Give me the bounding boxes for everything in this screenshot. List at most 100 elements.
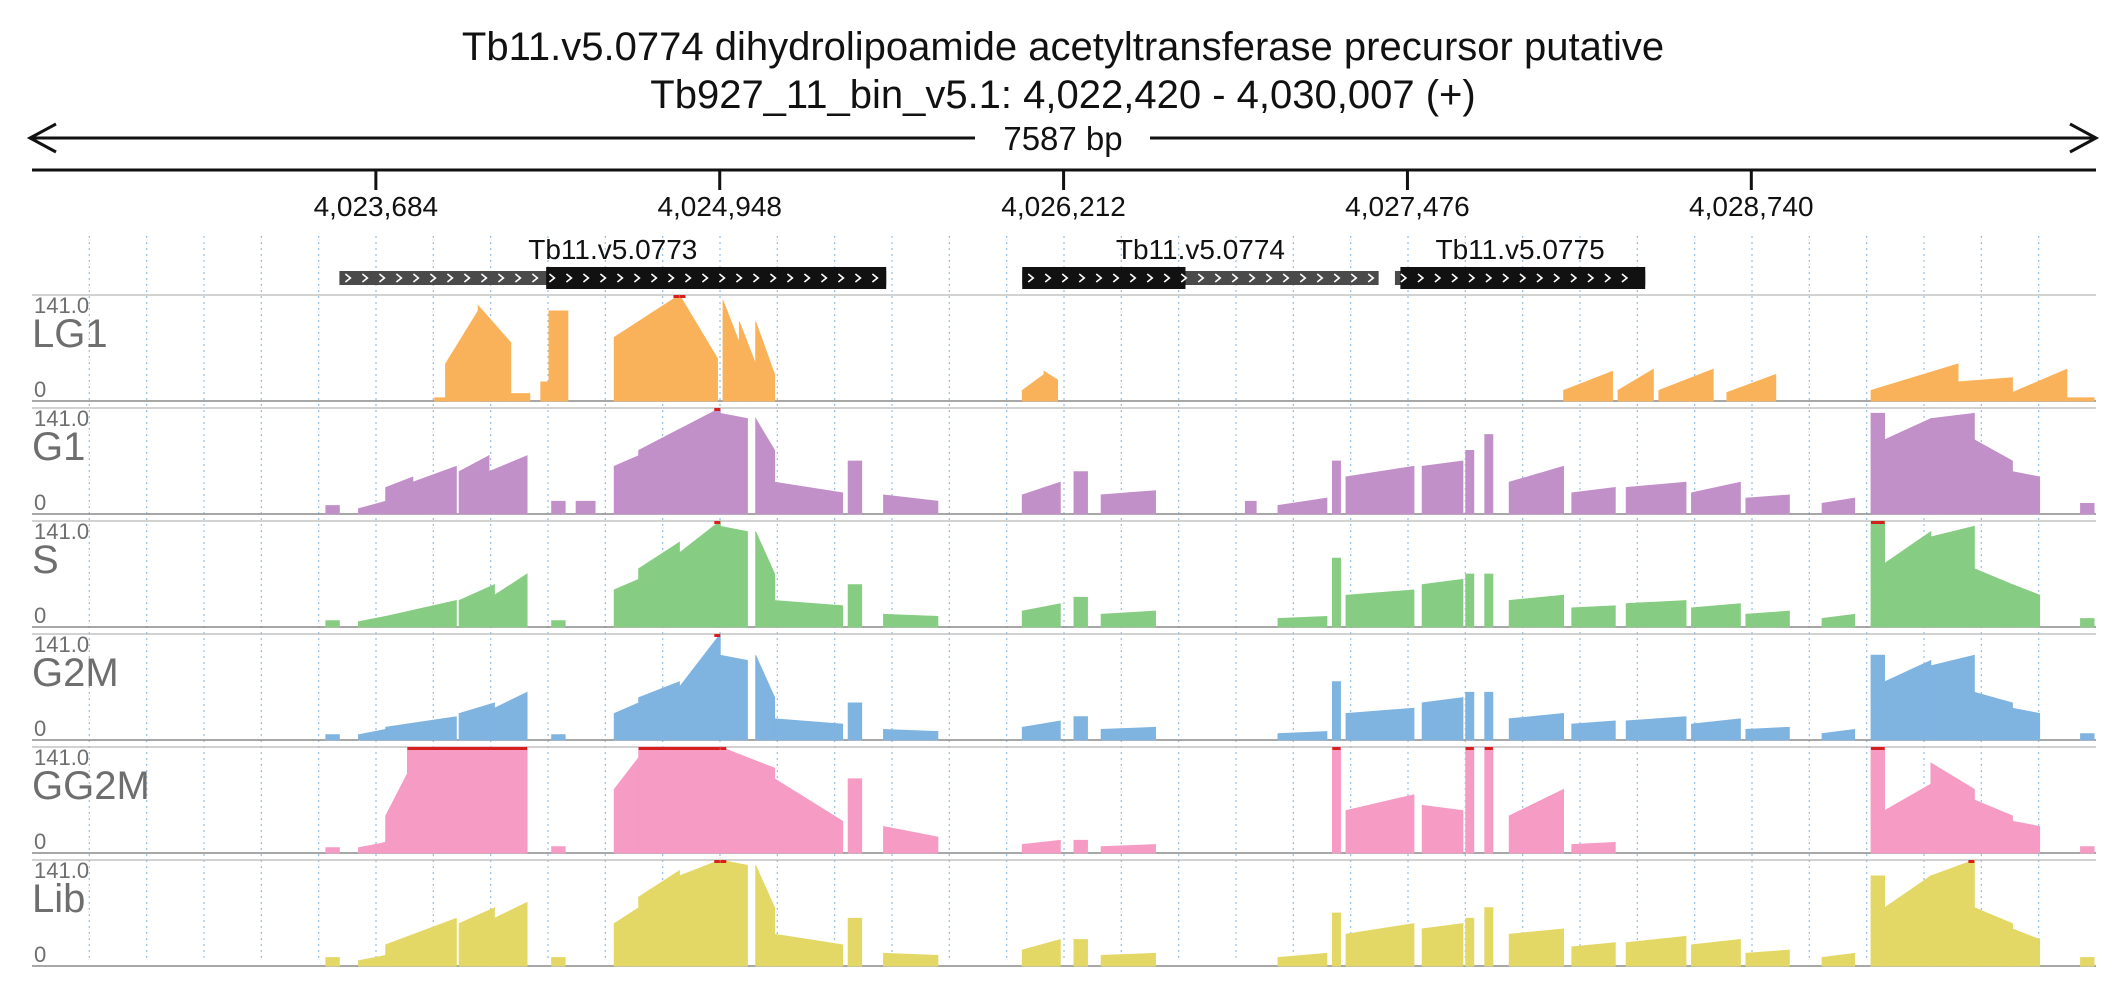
strand-chevron-icon xyxy=(1061,273,1069,283)
coverage-segment xyxy=(638,541,680,628)
strand-chevron-icon xyxy=(1197,273,1205,283)
strand-chevron-icon xyxy=(1400,273,1408,283)
coverage-segment xyxy=(1974,799,2013,854)
coverage-segment xyxy=(1073,839,1088,854)
strand-chevron-icon xyxy=(361,273,369,283)
clip-marker xyxy=(1871,747,1885,750)
coverage-segment xyxy=(2080,503,2095,515)
coverage-track: 141.0 0 G1 xyxy=(32,406,2096,515)
strand-chevron-icon xyxy=(395,273,403,283)
coverage-segment xyxy=(458,455,490,515)
coverage-track: 141.0 0 G2M xyxy=(32,632,2096,741)
coverage-segment xyxy=(1244,500,1257,515)
clip-marker xyxy=(679,295,686,298)
coverage-segment xyxy=(1884,530,1932,628)
coverage-segment xyxy=(385,773,408,854)
coverage-segment xyxy=(358,615,387,628)
strand-chevron-icon xyxy=(1485,273,1493,283)
coverage-segment xyxy=(1625,481,1687,515)
strand-chevron-icon xyxy=(480,273,488,283)
strand-chevron-icon xyxy=(1044,273,1052,283)
coverage-segment xyxy=(1884,783,1932,854)
coverage-track: 141.0 0 S xyxy=(32,519,2096,628)
coverage-segment xyxy=(1465,691,1475,741)
coverage-segment xyxy=(1100,610,1156,628)
coverage-segment xyxy=(1331,746,1341,854)
coverage-segment xyxy=(1625,935,1687,967)
coverage-segment xyxy=(2080,733,2095,741)
coverage-segment xyxy=(1345,794,1415,854)
coverage-segment xyxy=(551,500,566,515)
coverage-segment xyxy=(551,620,566,628)
coverage-area xyxy=(325,746,2095,854)
coverage-segment xyxy=(1465,917,1475,967)
coverage-segment xyxy=(1571,605,1616,628)
coverage-segment xyxy=(1745,494,1790,515)
gene-cds-bar xyxy=(546,267,887,289)
coverage-area xyxy=(434,293,2095,402)
coverage-segment xyxy=(2012,584,2041,628)
coverage-segment xyxy=(385,716,457,741)
coverage-segment xyxy=(719,654,748,741)
strand-chevron-icon xyxy=(599,273,607,283)
strand-chevron-icon xyxy=(1468,273,1476,283)
coverage-segment xyxy=(1571,942,1616,967)
coverage-segment xyxy=(1100,952,1156,967)
coverage-segment xyxy=(774,718,844,741)
coverage-segment xyxy=(1508,788,1565,854)
strand-chevron-icon xyxy=(1536,273,1544,283)
coverage-segment xyxy=(1277,952,1328,967)
coverage-segment xyxy=(1484,691,1494,741)
coverage-segment xyxy=(1508,928,1565,967)
coverage-segment xyxy=(1884,875,1932,967)
strand-chevron-icon xyxy=(1570,273,1578,283)
track-max-label: 141.0 xyxy=(34,406,89,431)
locus-title: Tb927_11_bin_v5.1: 4,022,420 - 4,030,007… xyxy=(650,73,1475,117)
coverage-segment xyxy=(325,620,340,628)
clip-marker xyxy=(1871,521,1885,524)
coverage-segment xyxy=(575,500,596,515)
track-min-label: 0 xyxy=(34,490,46,515)
coverage-segment xyxy=(385,917,457,967)
strand-chevron-icon xyxy=(1367,273,1375,283)
coverage-segment xyxy=(1465,573,1475,628)
coverage-segment xyxy=(1421,578,1464,628)
coverage-segment xyxy=(1930,525,1975,628)
clip-marker xyxy=(714,634,721,637)
coverage-segment xyxy=(719,746,776,854)
coverage-segment xyxy=(385,600,457,628)
strand-chevron-icon xyxy=(1095,273,1103,283)
coverage-segment xyxy=(1870,412,1886,515)
strand-chevron-icon xyxy=(1451,273,1459,283)
coverage-segment xyxy=(494,691,528,741)
clip-marker xyxy=(714,521,721,524)
gene-model: Tb11.v5.0773 xyxy=(339,234,887,289)
coverage-segment xyxy=(1073,596,1088,628)
coverage-segment xyxy=(755,655,776,741)
coverage-segment xyxy=(1073,471,1088,515)
coverage-segment xyxy=(1331,557,1341,628)
strand-chevron-icon xyxy=(1231,273,1239,283)
strand-chevron-icon xyxy=(1350,273,1358,283)
track-max-label: 141.0 xyxy=(34,632,89,657)
coverage-segment xyxy=(2080,846,2095,854)
strand-chevron-icon xyxy=(1502,273,1510,283)
strand-chevron-icon xyxy=(1163,273,1171,283)
clip-marker xyxy=(1968,860,1975,863)
strand-chevron-icon xyxy=(429,273,437,283)
strand-chevron-icon xyxy=(616,273,624,283)
clip-marker xyxy=(673,295,680,298)
ruler-tick-label: 4,028,740 xyxy=(1689,191,1814,222)
track-max-label: 141.0 xyxy=(34,858,89,883)
coverage-segment xyxy=(1345,589,1415,628)
strand-chevron-icon xyxy=(1129,273,1137,283)
coverage-segment xyxy=(1021,938,1061,967)
coverage-segment xyxy=(1484,573,1494,628)
ruler-tick-label: 4,023,684 xyxy=(314,191,439,222)
coverage-segment xyxy=(847,778,863,854)
strand-chevron-icon xyxy=(718,273,726,283)
coverage-segment xyxy=(774,778,844,854)
coverage-area xyxy=(325,632,2095,741)
coverage-segment xyxy=(510,393,531,402)
